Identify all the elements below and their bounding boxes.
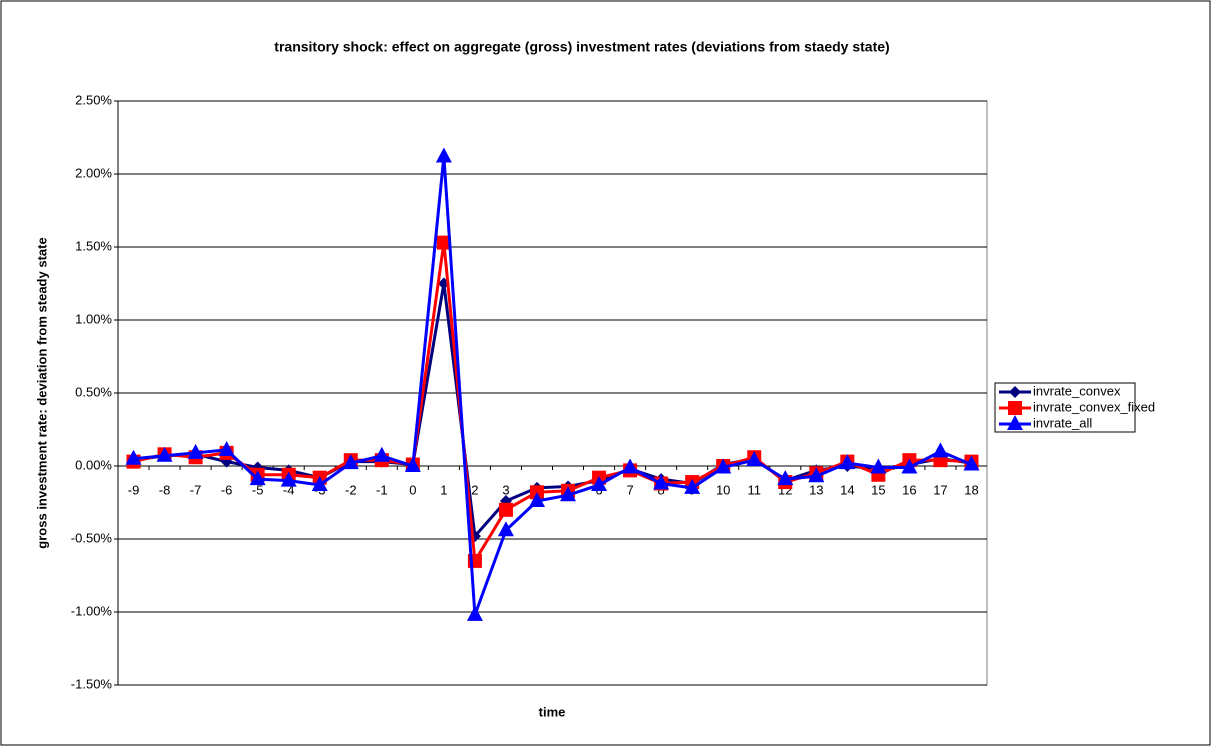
marker xyxy=(777,470,794,486)
y-tick-label: 2.00% xyxy=(75,165,112,180)
x-tick-label: 14 xyxy=(840,482,854,497)
x-tick-label: -1 xyxy=(376,482,388,497)
marker xyxy=(497,521,514,537)
x-tick-label: 11 xyxy=(747,482,761,497)
x-tick-label: -7 xyxy=(190,482,202,497)
marker xyxy=(498,502,513,517)
marker xyxy=(404,457,421,472)
x-tick-label: 1 xyxy=(440,482,447,497)
chart-title: transitory shock: effect on aggregate (g… xyxy=(274,39,889,55)
marker xyxy=(963,455,980,471)
x-tick-label: -5 xyxy=(252,482,264,497)
x-tick-label: 16 xyxy=(902,482,916,497)
legend-label: invrate_convex xyxy=(1033,383,1121,398)
marker xyxy=(808,467,825,483)
marker xyxy=(156,446,173,462)
marker xyxy=(125,449,142,465)
x-tick-label: 15 xyxy=(871,482,885,497)
y-tick-label: 0.50% xyxy=(75,384,112,399)
marker xyxy=(373,446,390,462)
marker xyxy=(653,474,670,490)
x-tick-label: 0 xyxy=(409,482,416,497)
marker xyxy=(746,451,763,467)
y-tick-label: -1.50% xyxy=(71,676,113,691)
x-tick-label: -9 xyxy=(128,482,140,497)
marker xyxy=(622,458,639,474)
marker xyxy=(870,458,887,474)
x-tick-label: 18 xyxy=(964,482,978,497)
marker xyxy=(591,475,608,491)
x-tick-label: 3 xyxy=(502,482,509,497)
marker xyxy=(715,458,732,474)
marker xyxy=(435,147,452,163)
marker xyxy=(901,458,918,474)
y-axis-title: gross investment rate: deviation from st… xyxy=(34,237,49,548)
marker xyxy=(684,478,701,494)
legend-label: invrate_convex_fixed xyxy=(1033,399,1155,414)
x-tick-label: 7 xyxy=(626,482,633,497)
x-tick-label: -6 xyxy=(221,482,233,497)
marker xyxy=(932,442,949,458)
marker xyxy=(436,235,451,250)
legend-marker xyxy=(1007,415,1023,430)
series-line xyxy=(133,242,972,566)
legend-label: invrate_all xyxy=(1033,415,1092,430)
marker xyxy=(280,471,297,487)
x-tick-label: 13 xyxy=(809,482,823,497)
y-tick-label: 1.00% xyxy=(75,311,112,326)
x-tick-label: -4 xyxy=(283,482,295,497)
y-tick-label: -0.50% xyxy=(71,530,113,545)
marker xyxy=(218,440,235,456)
x-tick-label: 17 xyxy=(933,482,947,497)
legend-marker xyxy=(1009,386,1021,398)
series-line xyxy=(133,156,973,616)
y-tick-label: -1.00% xyxy=(71,603,113,618)
x-tick-label: 2 xyxy=(471,482,478,497)
y-tick-label: 0.00% xyxy=(75,457,112,472)
y-tick-label: 2.50% xyxy=(75,92,112,107)
marker xyxy=(187,443,204,459)
marker xyxy=(342,454,359,470)
marker xyxy=(528,492,545,508)
marker xyxy=(249,470,266,486)
marker xyxy=(311,475,328,491)
x-axis-title: time xyxy=(539,704,566,719)
x-tick-label: -2 xyxy=(345,482,357,497)
marker xyxy=(466,605,483,621)
marker xyxy=(560,486,577,502)
x-tick-label: 10 xyxy=(716,482,730,497)
marker xyxy=(839,454,856,470)
x-tick-label: -8 xyxy=(159,482,171,497)
legend-marker xyxy=(1008,401,1022,415)
y-tick-label: 1.50% xyxy=(75,238,112,253)
